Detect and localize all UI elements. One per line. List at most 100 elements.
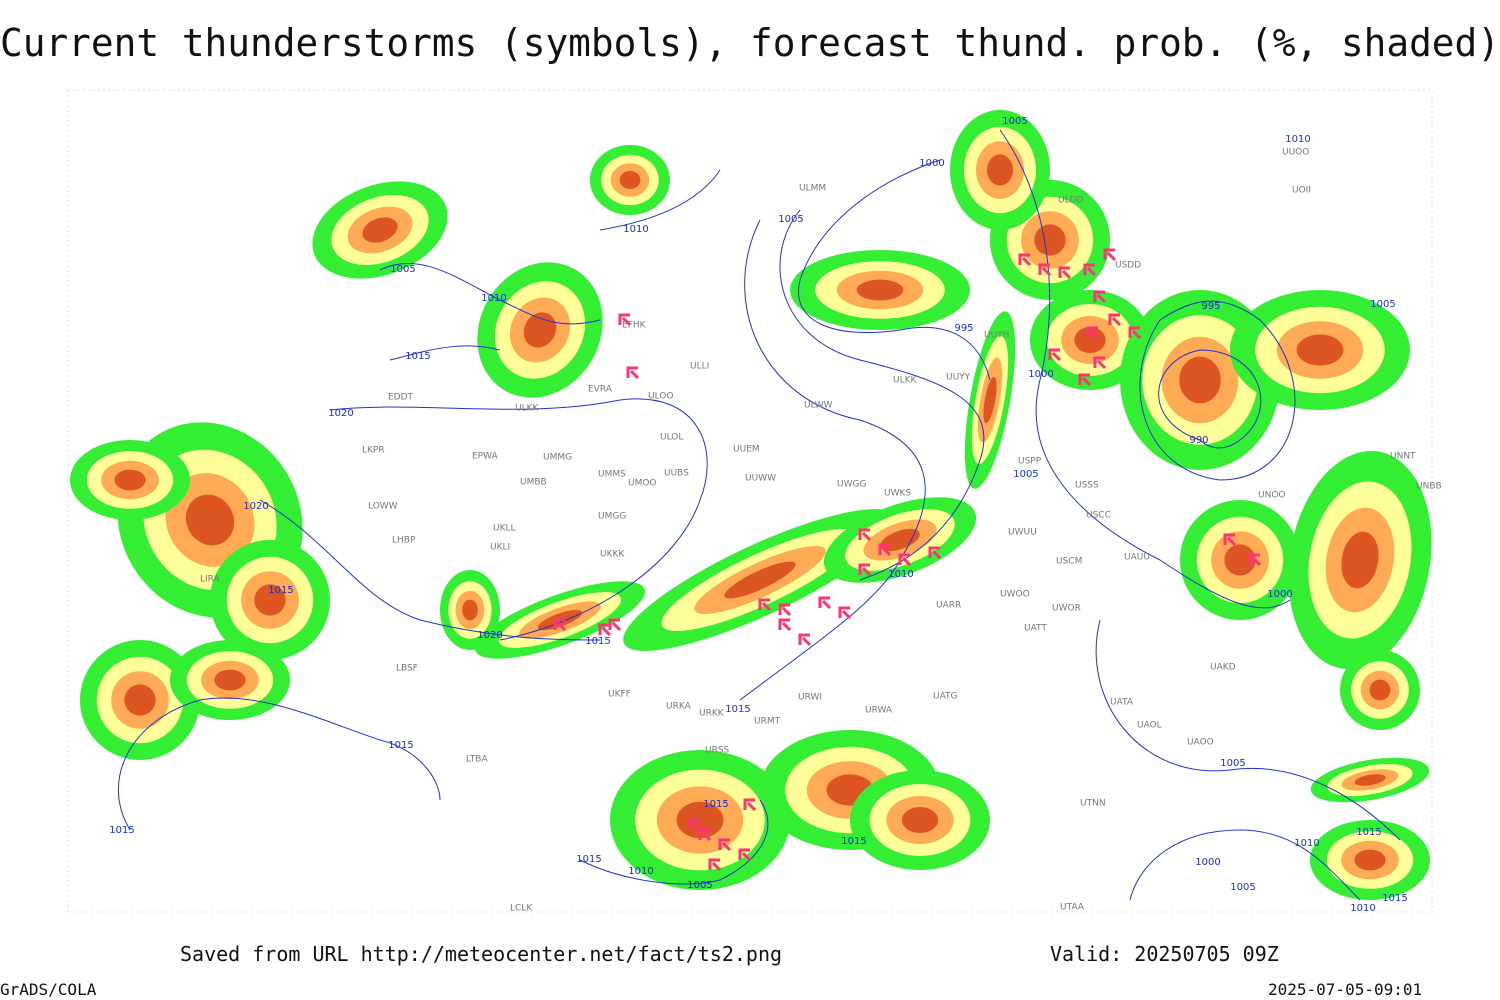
- shade-area: [1369, 679, 1391, 701]
- storm-symbol: [1248, 553, 1262, 567]
- shade-area: [901, 807, 939, 833]
- isobar: [1158, 349, 1262, 449]
- isobar-label: 1020: [477, 630, 502, 641]
- station-label: URKA: [666, 702, 692, 712]
- source-url: Saved from URL http://meteocenter.net/fa…: [180, 942, 782, 966]
- storm-symbol: [838, 606, 852, 620]
- storm-symbol: [758, 598, 772, 612]
- valid-time: Valid: 20250705 09Z: [1050, 942, 1279, 966]
- shade-area: [124, 684, 156, 716]
- timestamp: 2025-07-05-09:01: [1268, 980, 1422, 999]
- station-label: UWKS: [884, 489, 911, 499]
- station-label: UARR: [936, 601, 961, 611]
- shade-area: [1224, 544, 1256, 576]
- shade-area: [1296, 334, 1344, 366]
- isobar-label: 1015: [405, 351, 430, 362]
- shade-area: [724, 561, 796, 599]
- station-label: UAOL: [1137, 721, 1162, 731]
- station-label: URSS: [705, 746, 730, 756]
- storm-symbol: [738, 848, 752, 862]
- shade-area: [462, 599, 478, 621]
- station-label: UUYH: [984, 331, 1009, 341]
- isobar-label: 1010: [1294, 838, 1319, 849]
- station-label: ULDD: [1058, 196, 1084, 206]
- station-label: UTAA: [1060, 903, 1085, 913]
- station-label: USDD: [1115, 261, 1141, 271]
- shade-area: [880, 528, 920, 552]
- storm-symbol: [1083, 263, 1097, 277]
- storm-symbols: [553, 248, 1262, 872]
- station-label: ULKK: [893, 376, 918, 386]
- isobar-label: 1015: [576, 854, 601, 865]
- isobar: [739, 219, 926, 701]
- isobar-label: 1015: [1356, 827, 1381, 838]
- isobar: [329, 398, 708, 641]
- storm-symbol: [608, 618, 622, 632]
- station-label: UUBS: [664, 469, 689, 479]
- title: Current thunderstorms (symbols), forecas…: [0, 21, 1500, 65]
- station-label: UNOO: [1258, 491, 1286, 501]
- station-label: UTNN: [1080, 799, 1106, 809]
- station-label: UWOO: [1000, 590, 1030, 600]
- station-label: USCC: [1086, 511, 1111, 521]
- shade-area: [1034, 224, 1066, 256]
- storm-symbol: [618, 313, 632, 327]
- station-label: EVRA: [588, 385, 613, 395]
- station-label: LOWW: [368, 502, 398, 512]
- station-label: UKKK: [600, 550, 625, 560]
- isobar-label: 1020: [328, 408, 353, 419]
- station-label: EFHK: [622, 321, 647, 331]
- isobar-label: 1015: [109, 825, 134, 836]
- isobar-label: 1015: [268, 585, 293, 596]
- station-label: UMBB: [520, 478, 547, 488]
- isobar-label: 1015: [1382, 893, 1407, 904]
- storm-symbol: [878, 543, 892, 557]
- isobar: [259, 499, 601, 641]
- isobar: [1139, 300, 1296, 481]
- isobar-label: 1000: [919, 158, 944, 169]
- station-label: USPP: [1018, 457, 1042, 467]
- isobar-label: 1000: [1028, 369, 1053, 380]
- storm-symbol: [778, 603, 792, 617]
- station-label: UUEM: [733, 445, 760, 455]
- isobar-label: 1005: [687, 880, 712, 891]
- isobar: [599, 169, 721, 231]
- station-label: UMGG: [598, 512, 626, 522]
- station-label: URWI: [798, 693, 822, 703]
- isobar-label: 1020: [243, 501, 268, 512]
- storm-symbol: [626, 366, 640, 380]
- station-label: UWUU: [1008, 528, 1037, 538]
- storm-symbol: [1018, 253, 1032, 267]
- station-label: UOII: [1292, 186, 1311, 196]
- storm-symbol: [743, 798, 757, 812]
- station-label: LTBA: [466, 755, 488, 765]
- station-label: UAKD: [1210, 663, 1236, 673]
- storm-symbol: [1058, 266, 1072, 280]
- station-label: ULOL: [660, 433, 683, 443]
- station-label: UMMS: [598, 470, 626, 480]
- isobar: [779, 209, 985, 581]
- storm-symbol: [1128, 326, 1142, 340]
- station-label: UMMG: [543, 453, 572, 463]
- isobar: [999, 129, 1291, 609]
- station-label: UWOR: [1052, 604, 1081, 614]
- isobar-label: 1015: [703, 799, 728, 810]
- shade-area: [856, 279, 904, 301]
- shade-area: [214, 669, 246, 691]
- storm-symbol: [1103, 248, 1117, 262]
- storm-symbol: [818, 596, 832, 610]
- shade-area: [1179, 356, 1221, 404]
- station-label: ULWW: [804, 401, 833, 411]
- station-label: UNNT: [1390, 452, 1416, 462]
- station-label: UUWW: [745, 474, 776, 484]
- storm-symbol: [688, 818, 702, 832]
- isobar-label: 1005: [1013, 469, 1038, 480]
- station-label: LHBP: [392, 536, 416, 546]
- isobar-label: 1015: [585, 636, 610, 647]
- map-frame: [67, 89, 1433, 913]
- station-label: UUOO: [1282, 148, 1309, 158]
- station-label: URKK: [699, 709, 725, 719]
- isobar-label: 1010: [1285, 134, 1310, 145]
- storm-symbol: [718, 838, 732, 852]
- isobar-label: 1010: [481, 293, 506, 304]
